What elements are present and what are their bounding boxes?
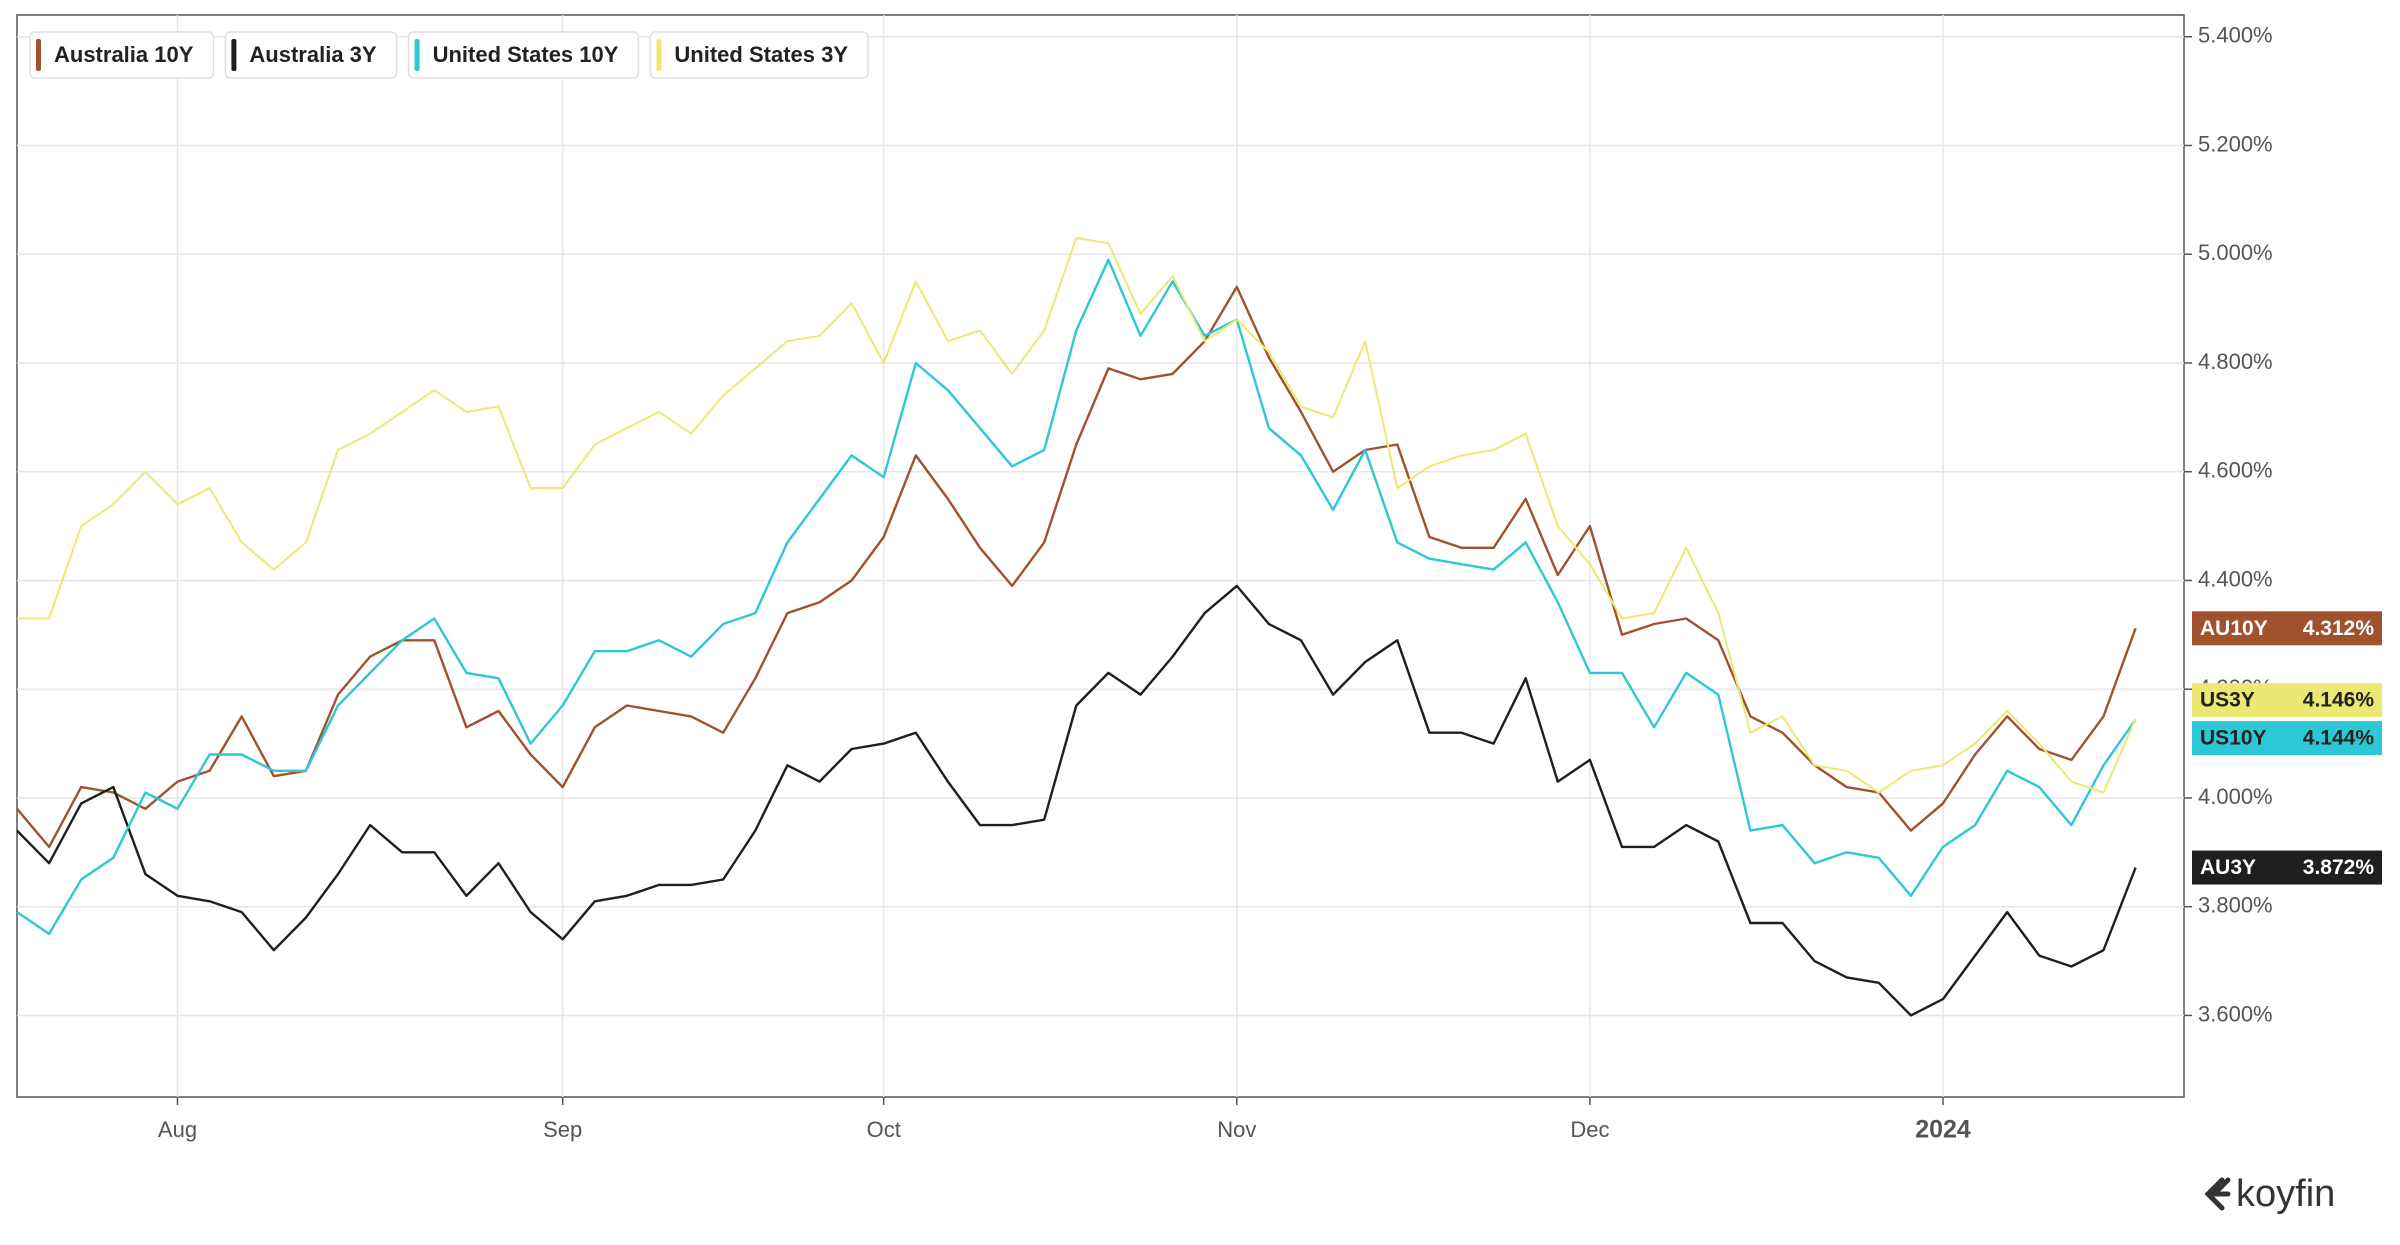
end-badge: AU3Y 3.872% [2192,850,2382,885]
y-tick-label: 4.800% [2198,349,2273,374]
plot-frame [16,14,2185,1098]
badge-bg [2192,721,2382,756]
badge-ticker: US10Y [2200,727,2267,750]
badge-ticker: AU10Y [2200,617,2268,640]
badge-value: 4.312% [2303,617,2375,640]
legend-item[interactable]: Australia 3Y [224,31,398,79]
y-tick-label: 5.400% [2198,23,2273,48]
legend-box [649,31,869,79]
badge-ticker: US3Y [2200,689,2255,712]
legend-swatch [414,39,420,71]
y-tick-label: 3.800% [2198,893,2273,918]
legend-label: Australia 10Y [54,42,194,67]
badge-value: 4.146% [2303,689,2375,712]
badge-bg [2192,850,2382,885]
legend-item[interactable]: United States 3Y [649,31,869,79]
y-tick-label: 4.600% [2198,458,2273,483]
legend-item[interactable]: Australia 10Y [29,31,215,79]
series-line [16,285,2137,849]
brand-name: koyfin [2236,1173,2335,1215]
badge-value: 3.872% [2303,856,2375,879]
x-tick-label: Dec [1570,1117,1609,1142]
end-badge: US10Y 4.144% [2192,721,2382,756]
x-tick-label: Aug [158,1117,197,1142]
x-tick-label: Oct [867,1117,901,1142]
y-tick-label: 4.400% [2198,566,2273,591]
y-tick-label: 4.000% [2198,784,2273,809]
x-tick-label: 2024 [1915,1116,1971,1144]
x-tick-label: Sep [543,1117,582,1142]
series-line [17,236,2137,794]
badge-value: 4.144% [2303,727,2375,750]
legend-label: United States 3Y [674,42,848,67]
brand-icon [2204,1177,2231,1211]
y-tick-label: 5.000% [2198,240,2273,265]
legend-label: United States 10Y [433,42,619,67]
series-line [16,584,2137,1017]
brand-logo: koyfin [2204,1173,2335,1215]
legend-box [407,31,640,79]
series-line [16,258,2137,936]
legend-box [224,31,398,79]
legend-swatch [36,39,41,71]
badge-bg [2192,683,2382,718]
y-tick-label: 3.600% [2198,1001,2273,1026]
legend-swatch [656,39,662,71]
end-badge: US3Y 4.146% [2192,683,2382,718]
y-tick-label: 5.200% [2198,131,2273,156]
end-badge: AU10Y 4.312% [2192,611,2382,646]
legend-swatch [231,39,237,71]
legend-box [29,31,215,79]
legend-item[interactable]: United States 10Y [407,31,640,79]
x-tick-label: Nov [1217,1117,1256,1142]
badge-ticker: AU3Y [2200,856,2256,879]
legend-label: Australia 3Y [249,42,376,67]
badge-bg [2192,611,2382,646]
